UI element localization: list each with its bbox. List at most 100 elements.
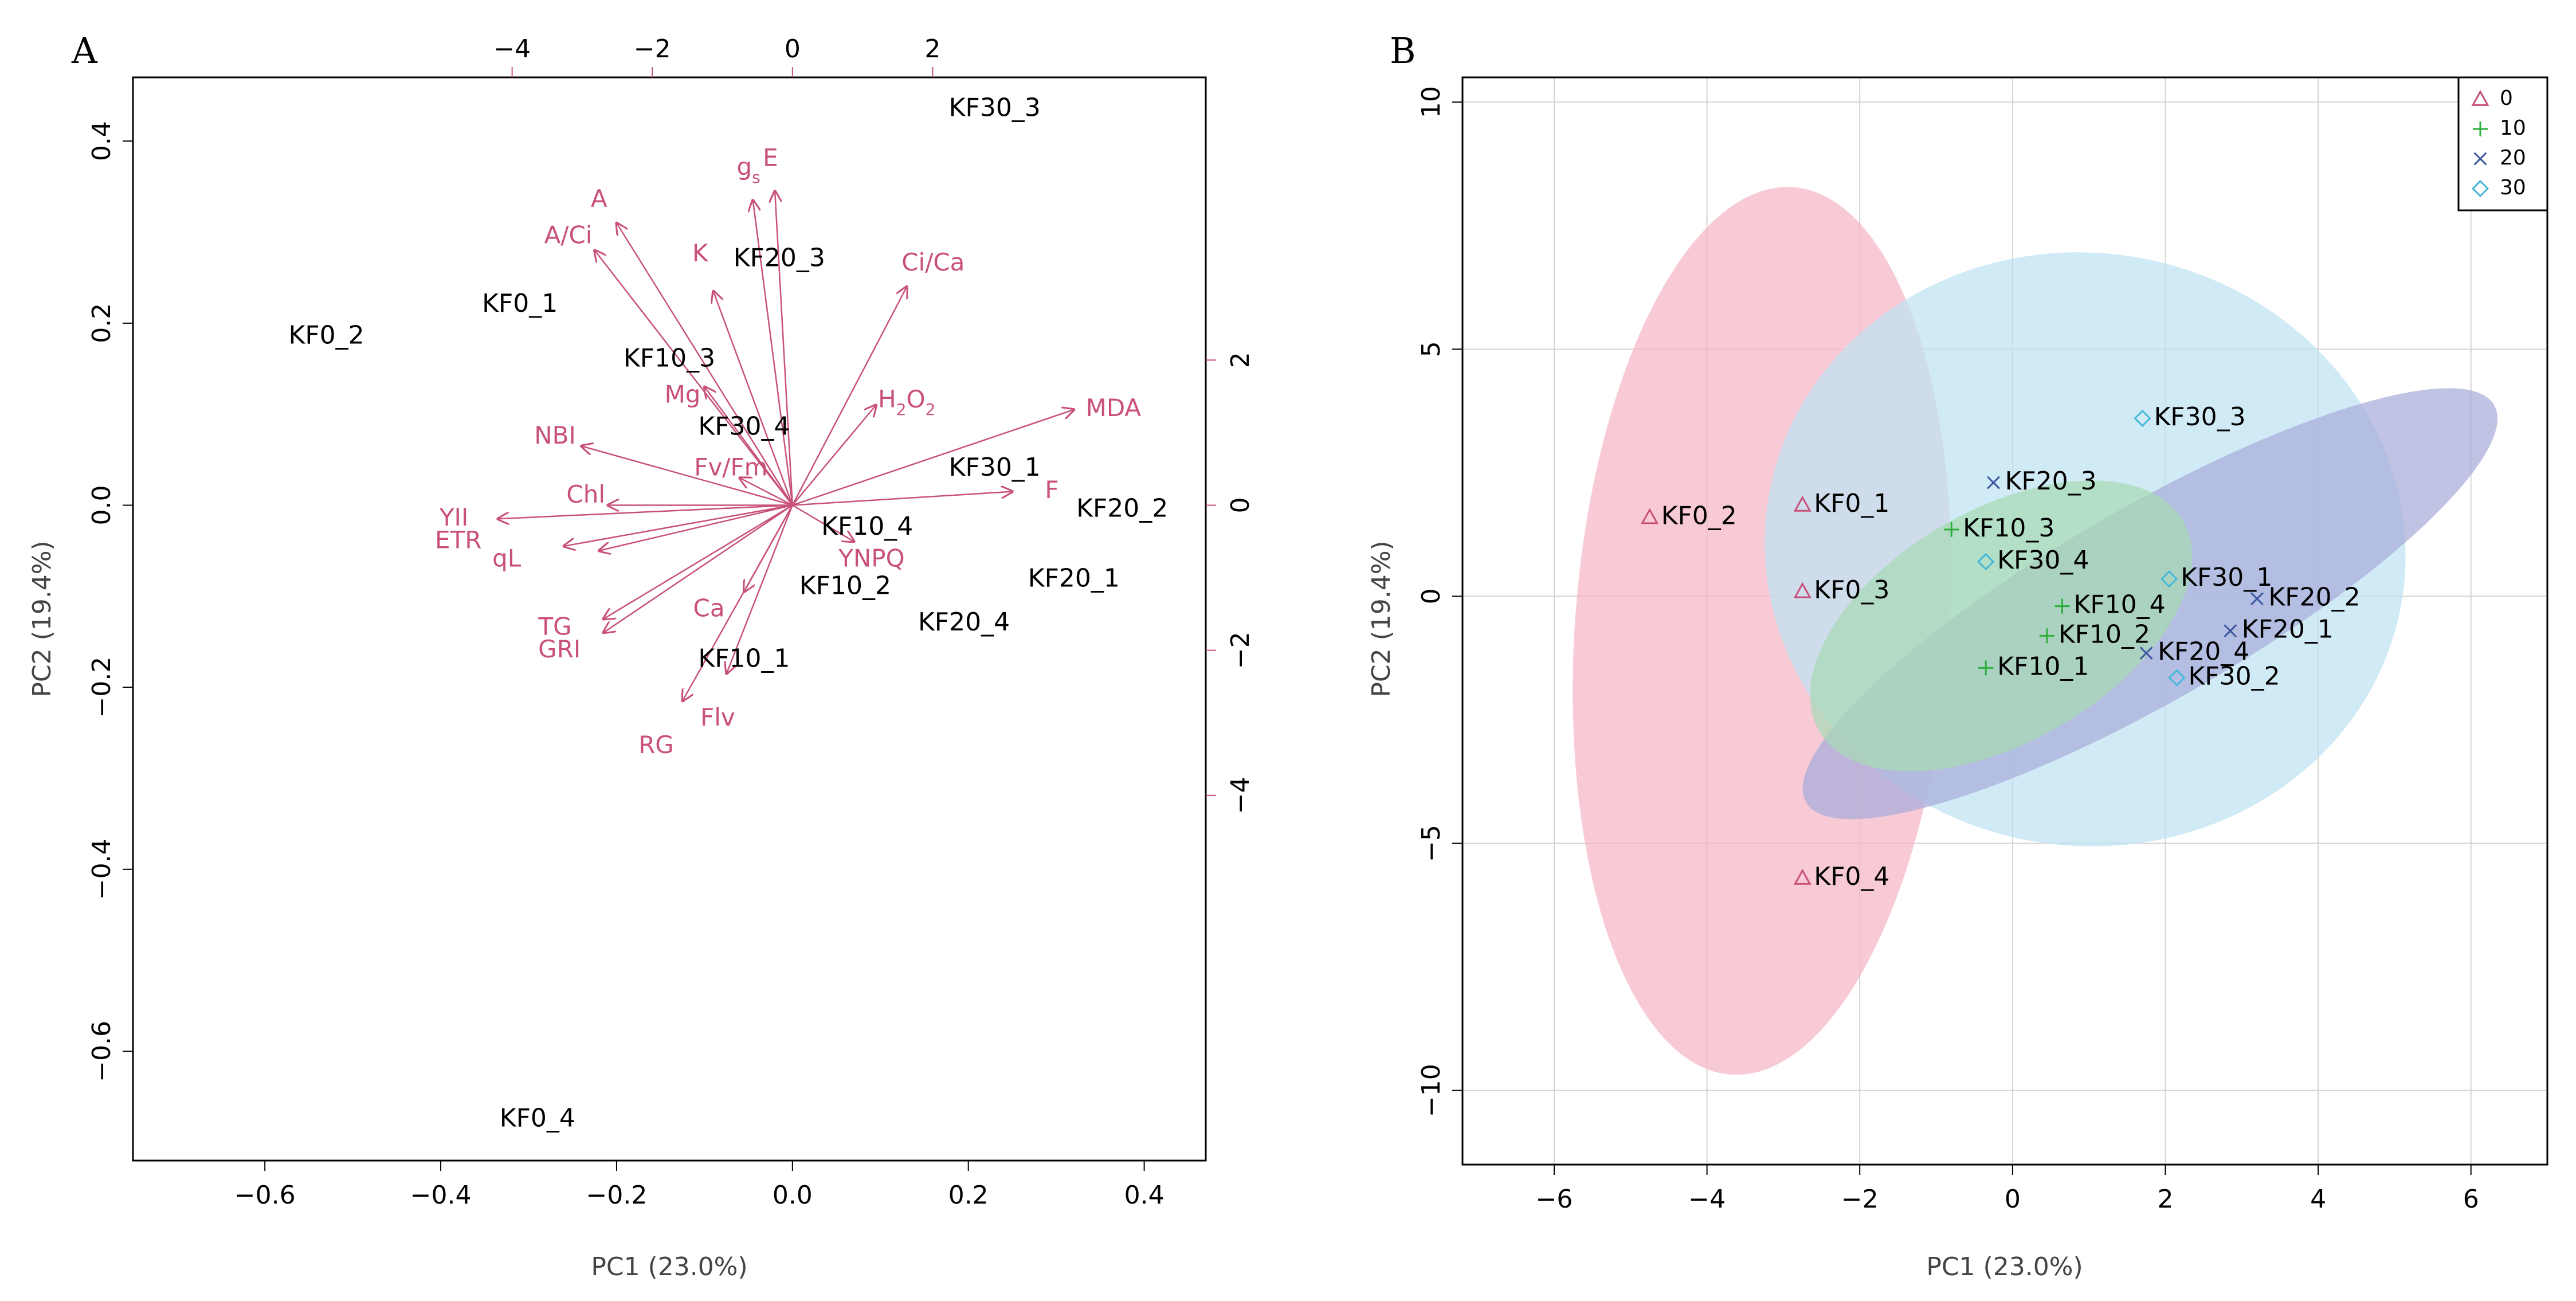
panel-b-point-marker: [1793, 582, 1812, 598]
panel-b-point-marker: [2250, 592, 2264, 606]
panel-b-y-axis-label: PC2 (19.4%): [1367, 540, 1396, 697]
panel-b-point-marker: [2160, 570, 2178, 588]
panel-a-variable-label: Chl: [566, 480, 605, 508]
panel-a-variable-label: ETR: [435, 526, 481, 554]
panel-a-observation-label: KF30_3: [949, 93, 1041, 123]
panel-a-loading-arrow: [727, 505, 793, 673]
panel-b-legend-label: 0: [2500, 87, 2513, 110]
panel-a-loading-arrow: [564, 504, 793, 546]
panel-b-point-label: KF0_3: [1814, 575, 1889, 605]
panel-b-point-marker: [1793, 868, 1812, 885]
panel-a-plot-frame: [132, 76, 1207, 1162]
panel-a-loading-arrow: [704, 387, 793, 506]
panel-b-point-marker: [1987, 476, 2000, 489]
panel-a-variable-label: Ci/Ca: [901, 248, 964, 276]
panel-b-point-label: KF10_2: [2059, 620, 2150, 649]
panel-b-point-marker: [2054, 598, 2070, 614]
panel-a-x-tick-label: 0.0: [773, 1181, 813, 1210]
panel-b-plot-frame: [1461, 76, 2548, 1166]
panel-a-variable-label: qL: [492, 544, 522, 572]
panel-b-point-label: KF20_1: [2242, 615, 2334, 644]
panel-a-loading-arrow: [599, 504, 793, 550]
panel-b-group-ellipse-10: [1810, 480, 2193, 771]
panel-a-top-tick-label: −4: [493, 34, 531, 64]
panel-a-variable-label: gs: [736, 152, 760, 186]
panel-b-point-label: KF30_1: [2181, 563, 2272, 592]
panel-a-loading-arrow: [792, 410, 1074, 506]
panel-b-letter: B: [1390, 30, 1416, 72]
panel-a-variable-label: NBI: [534, 421, 576, 449]
panel-b-legend-marker: [2473, 152, 2487, 166]
panel-b-y-tick-label: 10: [1417, 86, 1446, 118]
panel-a-variable-label: RG: [638, 731, 674, 759]
panel-b-point-label: KF20_3: [2005, 467, 2097, 496]
panel-a-loading-arrow: [792, 504, 854, 542]
panel-a-variable-label: F: [1045, 476, 1058, 504]
panel-a-variable-label: YNPQ: [838, 544, 904, 572]
panel-a-right-tick-label: 2: [1226, 352, 1255, 368]
panel-a-right-tick-label: −4: [1226, 777, 1255, 814]
panel-a-loading-arrow: [791, 287, 907, 506]
panel-a-observation-label: KF30_4: [698, 412, 790, 441]
panel-b-legend-label: 30: [2500, 176, 2526, 199]
panel-a-variable-label: GRI: [538, 635, 581, 663]
panel-b-point-label: KF20_2: [2268, 583, 2360, 612]
panel-a-observation-label: KF20_3: [734, 244, 825, 273]
panel-b-x-tick-label: −4: [1688, 1185, 1726, 1214]
panel-a-variable-label: E: [763, 143, 778, 171]
panel-b-point-marker: [1977, 552, 1995, 571]
panel-a-loading-arrow: [595, 250, 793, 506]
panel-b-point-marker: [2224, 624, 2237, 638]
panel-b-point-label: KF0_1: [1814, 489, 1889, 518]
panel-a-variable-label: A/Ci: [544, 221, 593, 249]
panel-a-observation-label: KF0_4: [500, 1104, 575, 1133]
panel-b-legend-marker: [2473, 122, 2488, 136]
panel-a-biplot: A −0.6 −0.4 −0.2 0.0 0.2 0.4 −0.6 −0.4 −0.2 0.0 0.…: [28, 30, 1255, 1282]
panel-b-point-marker: [1978, 660, 1994, 676]
panel-a-x-axis-label: PC1 (23.0%): [591, 1252, 747, 1282]
panel-b-x-tick-label: 6: [2463, 1185, 2479, 1214]
panel-a-loading-arrow: [603, 504, 793, 632]
panel-b-x-tick-label: 4: [2310, 1185, 2326, 1214]
panel-b-x-tick-label: −2: [1841, 1185, 1879, 1214]
panel-a-variable-label: H2O2: [878, 385, 935, 418]
panel-a-right-tick-label: 0: [1226, 497, 1255, 513]
panel-b-y-tick-label: −5: [1417, 825, 1446, 862]
panel-a-y-tick-label: −0.2: [87, 657, 116, 718]
panel-b-point-marker: [1944, 522, 1959, 537]
panel-b-x-axis-label: PC1 (23.0%): [1926, 1252, 2083, 1282]
panel-b-point-label: KF10_3: [1963, 514, 2054, 543]
panel-a-variable-label: K: [692, 239, 709, 267]
panel-a-observation-label: KF10_1: [698, 644, 790, 673]
panel-a-variable-label: TG: [538, 612, 571, 640]
panel-b-point-marker: [2039, 628, 2054, 644]
panel-a-observation-label: KF0_2: [288, 321, 364, 350]
panel-a-observation-label: KF30_1: [949, 453, 1041, 482]
panel-b-point-label: KF10_1: [1997, 652, 2089, 681]
panel-a-variable-label: MDA: [1086, 394, 1142, 422]
panel-b-x-tick-label: 2: [2157, 1185, 2173, 1214]
panel-b-point-label: KF0_2: [1661, 501, 1737, 530]
panel-a-loading-arrow: [753, 200, 794, 505]
panel-a-letter: A: [71, 30, 98, 72]
panel-b-score-plot: B −6 −4 −2 0 2 4 6 −10 −5 0 5 10 KF0_1 KF0_2 KF0_3 KF0…: [1367, 30, 2548, 1282]
panel-b-y-tick-label: −10: [1417, 1064, 1446, 1117]
panel-a-observation-label: KF20_2: [1076, 493, 1168, 523]
panel-b-x-tick-label: −6: [1536, 1185, 1573, 1214]
panel-b-legend-marker: [2471, 89, 2489, 106]
panel-a-loading-arrow: [775, 191, 794, 505]
panel-b-point-marker: [1793, 495, 1812, 512]
panel-a-y-tick-label: −0.4: [87, 838, 116, 900]
panel-b-point-label: KF0_4: [1814, 862, 1889, 891]
panel-b-point-marker: [1641, 508, 1659, 524]
panel-a-loading-arrow: [683, 504, 793, 700]
panel-b-point-label: KF30_3: [2154, 402, 2245, 432]
panel-b-legend: 0 10 20 30: [2457, 76, 2548, 211]
panel-a-loading-arrow: [740, 478, 793, 506]
panel-b-point-label: KF30_4: [1997, 546, 2089, 575]
panel-a-y-tick-label: 0.4: [87, 121, 116, 161]
panel-a-y-tick-label: −0.6: [87, 1021, 116, 1082]
panel-b-point-marker: [2134, 409, 2151, 428]
panel-a-loading-arrow: [792, 492, 1013, 506]
panel-a-x-tick-label: −0.6: [234, 1181, 296, 1210]
